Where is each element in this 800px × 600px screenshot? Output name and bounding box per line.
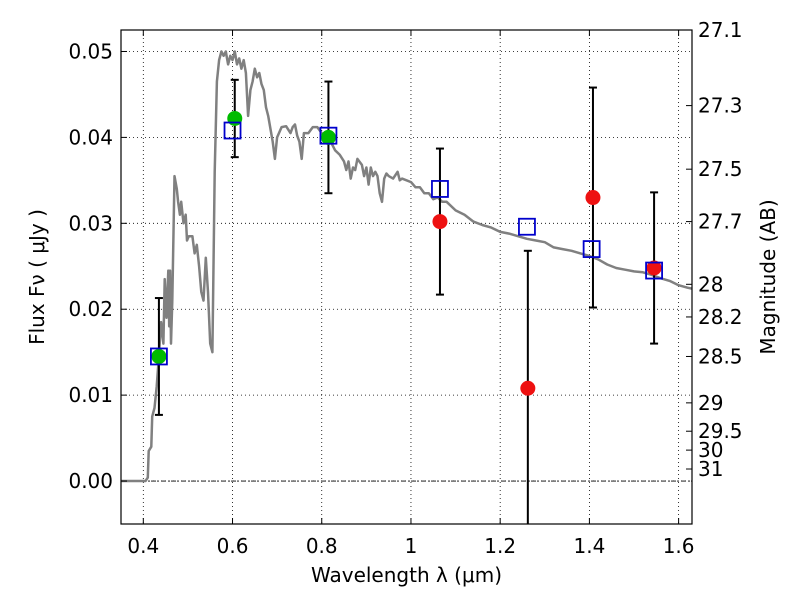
model-band-point: [319, 126, 338, 145]
y2-tick-label: 31: [698, 457, 723, 481]
y2-tick-label: 27.1: [698, 18, 743, 42]
model-spectrum-layer: [121, 50, 693, 483]
model-band-point: [645, 261, 663, 280]
y-axis-label: Flux Fν ( μJy ): [25, 209, 49, 345]
x-tick-label: 0.6: [217, 534, 249, 558]
y-tick-label: 0.04: [68, 125, 113, 149]
model-band-point: [582, 240, 601, 258]
observed-point: [585, 190, 601, 206]
axis-ticks: 0.4 0.6 0.8 1 1.2 1.4 1.6 0.00 0.01 0.02 0.03 0.04 0…: [68, 18, 742, 558]
observed-point: [646, 260, 662, 276]
x-tick-label: 1.4: [573, 534, 605, 558]
model-band-point: [518, 217, 536, 236]
x-axis-label: Wavelength λ (μm): [311, 563, 502, 587]
x-tick-label: 0.8: [306, 534, 338, 558]
observed-point: [520, 380, 536, 396]
error-bars-layer: [154, 78, 659, 524]
y-tick-label: 0.02: [68, 297, 113, 321]
y2-tick-label: 28: [698, 272, 723, 296]
x-tick-label: 1.6: [663, 534, 695, 558]
y2-axis-label: Magnitude (AB): [756, 199, 780, 354]
y-tick-label: 0.00: [68, 469, 113, 493]
y2-tick-label: 30: [698, 438, 723, 462]
y-tick-label: 0.05: [68, 39, 113, 63]
observed-point: [151, 348, 167, 364]
model-band-flux-layer: [150, 121, 663, 366]
x-tick-label: 0.4: [127, 534, 159, 558]
y2-tick-label: 29.5: [698, 419, 743, 443]
y2-tick-label: 29: [698, 391, 723, 415]
y2-tick-label: 28.2: [698, 305, 743, 329]
model-spectrum-line: [121, 50, 693, 483]
plot-frame: [120, 29, 693, 525]
observed-points-layer: [151, 110, 662, 396]
y-tick-label: 0.01: [68, 383, 113, 407]
y-tick-label: 0.03: [68, 211, 113, 235]
model-band-point: [150, 347, 168, 366]
y2-tick-label: 27.3: [698, 94, 743, 118]
x-tick-label: 1.2: [484, 534, 516, 558]
y2-tick-label: 27.5: [698, 157, 743, 181]
y2-tick-label: 27.7: [698, 210, 743, 234]
observed-point: [320, 129, 336, 145]
model-band-point: [431, 180, 449, 198]
observed-point: [432, 214, 448, 230]
model-band-point: [223, 121, 242, 140]
x-tick-label: 1: [405, 534, 418, 558]
y2-tick-label: 28.5: [698, 344, 743, 368]
